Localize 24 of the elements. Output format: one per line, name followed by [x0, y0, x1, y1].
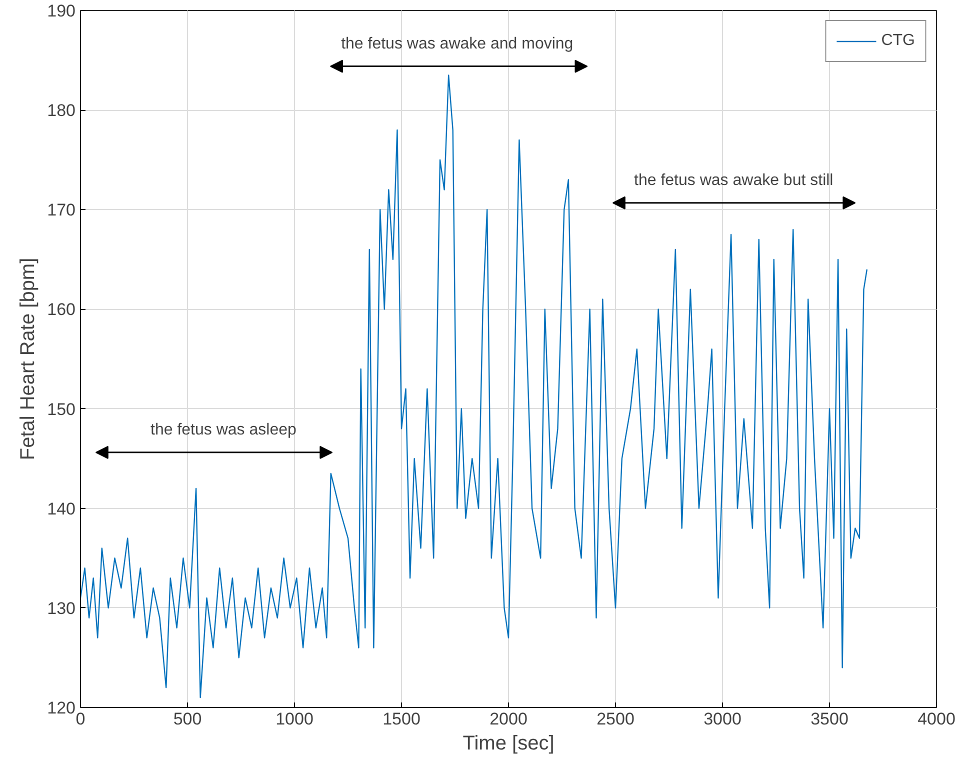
legend-label: CTG: [881, 32, 915, 50]
y-tick-label: 180: [47, 101, 76, 120]
x-tick-label: 3000: [704, 710, 742, 728]
y-tick-label: 130: [47, 598, 76, 618]
x-tick-label: 1000: [276, 710, 314, 728]
annotation: the fetus was awake and moving: [341, 35, 574, 52]
y-tick-label: 190: [47, 2, 76, 20]
line-series: [80, 74, 868, 698]
y-tick-label: 170: [47, 200, 76, 220]
x-tick-label: 4000: [918, 710, 956, 728]
x-tick-label: 3500: [810, 710, 848, 728]
y-tick-label: 160: [47, 300, 76, 320]
y-tick-label: 140: [47, 499, 76, 518]
y-tick-label: 150: [47, 400, 76, 419]
x-tick-label: 2500: [596, 710, 634, 728]
x-tick-label: 500: [173, 710, 202, 728]
annotation: the fetus was awake but still: [634, 172, 834, 189]
x-tick-label: 2000: [490, 710, 528, 728]
annotation: the fetus was asleep: [150, 421, 296, 438]
y-axis-title: Fetal Heart Rate [bpm]: [17, 258, 40, 460]
x-axis-title: Time [sec]: [462, 732, 554, 754]
x-tick-label: 1500: [382, 710, 420, 728]
y-tick-label: 120: [47, 698, 76, 718]
x-tick-label: 0: [76, 710, 86, 728]
